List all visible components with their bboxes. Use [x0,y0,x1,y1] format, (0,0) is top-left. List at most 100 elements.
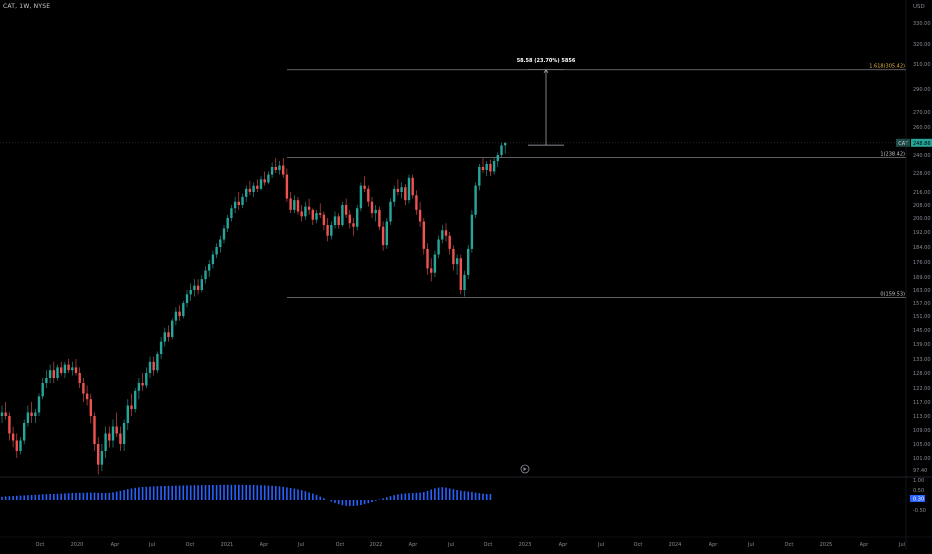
oscillator-tick-label: 0.50 [913,488,924,494]
candle [322,211,326,231]
candle [63,361,67,378]
candle [311,208,314,225]
candle [415,190,418,215]
candle [215,243,218,259]
price-tick-label: 192.00 [913,230,931,236]
candle [385,218,388,249]
candle [241,193,244,209]
fib-level-label: 1.618(305.42) [869,64,905,70]
candle [41,378,44,400]
price-tick-label: 101.00 [913,456,931,462]
candle [208,260,211,277]
candle [82,378,85,402]
candle [237,192,240,210]
time-tick-label: Oct [336,542,345,548]
candle [330,221,333,240]
time-tick-label: Jul [447,542,454,548]
price-tick-label: 184.00 [913,245,931,251]
candle [478,164,481,191]
candle [396,179,400,196]
candle [359,182,363,212]
candle [374,205,377,222]
candle [248,180,252,196]
candle [171,318,174,340]
time-tick-label: Oct [186,542,195,548]
candle [463,270,466,297]
time-tick-label: Apr [111,542,121,548]
candle [104,426,107,458]
time-tick-label: Apr [709,542,719,548]
candle [437,235,440,259]
candle [204,266,207,284]
candle [8,412,11,441]
candle [122,419,126,451]
go-to-realtime-icon[interactable] [520,464,530,474]
candle [341,201,344,227]
price-tick-label: 109.00 [913,428,931,434]
candle [293,195,296,214]
candle [282,158,285,178]
candle [352,218,355,236]
candle [19,437,22,455]
candle [159,337,163,359]
candle [85,385,89,406]
last-price-badge [911,138,932,147]
time-tick-label: Apr [559,542,569,548]
candle [381,221,385,251]
oscillator-tick-label: -0.50 [913,508,926,514]
time-tick-label: 2024 [669,542,682,548]
time-tick-label: Apr [409,542,419,548]
price-tick-label: 169.00 [913,275,931,281]
price-tick-label: 208.00 [913,203,931,209]
candle [45,370,48,388]
time-tick-label: 2023 [519,542,532,548]
price-tick-label: 113.00 [913,414,931,420]
candle [485,161,488,177]
candle [89,393,92,423]
candle [356,205,359,231]
candle [174,307,178,326]
last-price-symbol: CAT [898,141,909,147]
price-tick-label: 163.00 [913,288,931,294]
time-tick-label: Apr [860,542,870,548]
candle [411,174,414,199]
time-tick-label: Oct [785,542,794,548]
candle [367,185,370,207]
candle [259,176,263,191]
candle [245,185,248,202]
candle [74,359,78,376]
time-tick-label: Jul [148,542,155,548]
candle [97,437,100,475]
price-tick-label: 240.00 [913,153,931,159]
candle [11,426,15,448]
candle [111,419,115,448]
candle [156,351,159,373]
time-tick-label: 2020 [71,542,84,548]
candle [30,402,33,423]
price-tick-label: 176.00 [913,260,931,266]
price-tick-label: 133.00 [913,357,931,363]
candle [148,356,152,378]
price-tick-label: 290.00 [913,87,931,93]
candle [267,171,270,185]
candle [348,209,351,229]
candle [71,361,74,376]
candle [296,196,300,215]
candle [370,196,374,218]
price-tick-label: 105.00 [913,442,931,448]
candles [0,142,507,475]
candle [119,426,122,451]
candle [433,250,437,277]
candle [474,182,477,218]
price-tick-label: 145.00 [913,328,931,334]
candle [200,274,203,293]
candle [226,214,229,232]
candle [60,361,63,376]
candle [167,325,170,342]
candle [93,412,96,451]
oscillator-axis: 1.000.500.00-0.500.30 [910,478,926,514]
time-tick-label: 2021 [221,542,234,548]
time-tick-label: Jul [297,542,304,548]
